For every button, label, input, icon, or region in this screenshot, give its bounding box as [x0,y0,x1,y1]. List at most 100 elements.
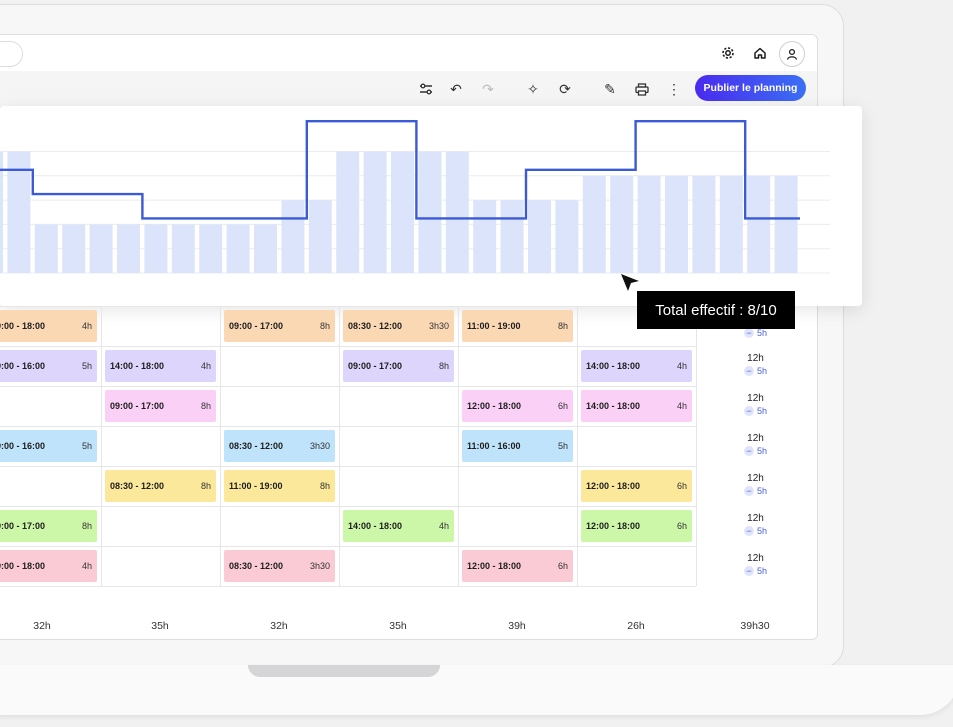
shift-time: 09:00 - 17:00 [110,401,165,411]
shift-block[interactable]: 12:00 - 18:00 6h [581,470,692,502]
grid-col-divider [577,306,578,586]
shift-block[interactable]: 14:00 - 18:00 4h [581,350,692,382]
shift-block[interactable]: 14:00 - 18:00 4h [343,510,454,542]
row-total: 12h −5h [708,393,803,416]
laptop-notch [248,665,440,677]
row-total-deficit: −5h [708,328,803,338]
shift-block[interactable]: 09:00 - 16:00 5h [0,430,97,462]
shift-duration: 8h [438,361,449,371]
shift-duration: 5h [81,361,92,371]
chart-bar [0,151,3,273]
shift-time: 08:30 - 12:00 [229,441,284,451]
shift-duration: 4h [81,561,92,571]
mouse-cursor-icon [620,272,642,299]
shift-time: 14:00 - 18:00 [110,361,165,371]
url-field[interactable] [0,41,23,67]
shift-block[interactable]: 09:00 - 17:00 8h [224,310,335,342]
gear-icon[interactable] [717,42,739,64]
chart-bar [692,175,716,273]
shift-block[interactable]: 12:00 - 18:00 6h [462,550,573,582]
minus-icon: − [743,328,754,338]
shift-time: 09:00 - 16:00 [0,361,46,371]
chart-staffing-line [0,120,800,220]
shift-block[interactable]: 14:00 - 18:00 4h [105,350,216,382]
grid-row-divider [0,546,696,547]
shift-duration: 8h [81,521,92,531]
shift-block[interactable]: 11:00 - 16:00 5h [462,430,573,462]
reset-icon[interactable]: ⟳ [559,80,571,97]
laptop-base [0,665,953,715]
shift-time: 11:00 - 19:00 [229,481,283,491]
shift-duration: 6h [557,561,568,571]
grid-row-divider [0,586,696,587]
publish-button[interactable]: Publier le planning [695,75,806,101]
grid-col-divider [696,306,697,586]
row-total-deficit: −5h [708,566,803,576]
staffing-chart-svg [0,120,830,274]
shift-duration: 8h [319,481,330,491]
row-total-deficit-value: 5h [756,366,767,376]
print-icon[interactable] [632,79,652,99]
minus-icon: − [743,566,754,576]
shift-block[interactable]: 08:30 - 12:00 3h30 [224,550,335,582]
shift-duration: 8h [319,321,330,331]
shift-duration: 6h [676,481,687,491]
shift-block[interactable]: 09:00 - 17:00 8h [0,510,97,542]
home-icon[interactable] [749,42,771,64]
shift-duration: 3h30 [309,441,330,451]
shift-block[interactable]: 09:00 - 16:00 5h [0,350,97,382]
shift-block[interactable]: 14:00 - 18:00 4h [581,390,692,422]
chart-bar [665,175,688,273]
shift-time: 08:30 - 12:00 [110,481,165,491]
row-total: 12h −5h [708,513,803,536]
shift-time: 09:00 - 18:00 [0,561,46,571]
row-total-deficit-value: 5h [756,406,767,416]
more-icon[interactable]: ⋮ [667,80,681,97]
magic-wand-icon[interactable]: ✧ [527,80,539,97]
eraser-icon[interactable]: ✎ [604,80,616,97]
row-total-deficit-value: 5h [756,328,767,338]
row-total-hours: 12h [747,513,764,524]
chart-bar [7,151,31,273]
chart-bar [117,224,140,273]
shift-block[interactable]: 08:30 - 12:00 8h [105,470,216,502]
shift-duration: 3h30 [428,321,449,331]
shift-block[interactable]: 09:00 - 17:00 8h [343,350,454,382]
shift-block[interactable]: 09:00 - 18:00 4h [0,550,97,582]
chart-bar [199,224,223,273]
shift-time: 14:00 - 18:00 [586,361,641,371]
shift-block[interactable]: 08:30 - 12:00 3h30 [343,310,454,342]
shift-duration: 5h [557,441,568,451]
row-total-deficit: −5h [708,526,803,536]
chart-bar [336,151,360,273]
row-total-deficit-value: 5h [756,566,767,576]
chart-bar [418,151,442,273]
column-total: 26h [627,620,645,632]
shift-block[interactable]: 12:00 - 18:00 6h [462,390,573,422]
undo-icon[interactable]: ↶ [450,80,462,97]
filter-icon[interactable] [416,79,436,99]
shift-duration: 6h [676,521,687,531]
shift-block[interactable]: 11:00 - 19:00 8h [224,470,335,502]
shift-time: 09:00 - 17:00 [348,361,403,371]
column-total: 32h [270,620,288,632]
shift-block[interactable]: 12:00 - 18:00 6h [581,510,692,542]
shift-block[interactable]: 11:00 - 19:00 8h [462,310,573,342]
chart-bar [582,175,606,273]
staffing-chart [0,106,862,306]
shift-block[interactable]: 08:30 - 12:00 3h30 [224,430,335,462]
shift-time: 09:00 - 17:00 [229,321,284,331]
shift-time: 09:00 - 18:00 [0,321,46,331]
user-avatar[interactable] [779,41,805,67]
shift-time: 12:00 - 18:00 [586,481,641,491]
chart-bar [555,200,579,273]
chart-bar [308,200,332,273]
shift-block[interactable]: 09:00 - 17:00 8h [105,390,216,422]
row-total: 12h −5h [708,433,803,456]
row-total: 12h −5h [708,353,803,376]
shift-block[interactable]: 09:00 - 18:00 4h [0,310,97,342]
chart-bar [610,175,634,273]
column-total: 32h [33,620,51,632]
grid-col-divider [220,306,221,586]
row-total-deficit: −5h [708,366,803,376]
